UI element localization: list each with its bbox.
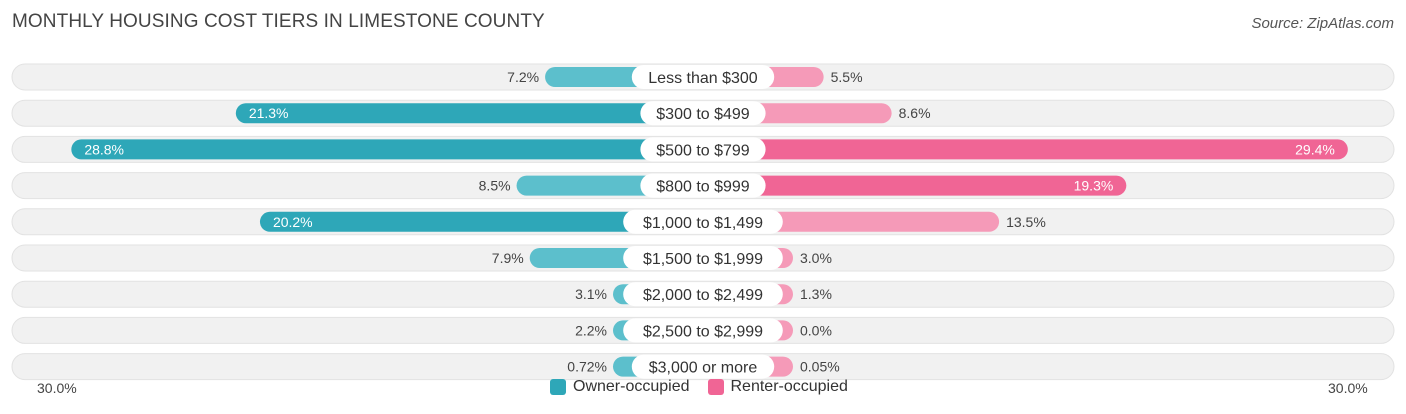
category-label: $1,500 to $1,999: [643, 251, 763, 268]
category-label: $800 to $999: [656, 179, 750, 196]
bar-owner: [259, 211, 703, 232]
category-label: $500 to $799: [656, 142, 750, 159]
legend-swatch-renter: [707, 379, 724, 395]
bar-renter: [703, 175, 1127, 196]
category-pill: [640, 101, 766, 126]
axis-label-right: 30.0%: [1328, 380, 1368, 396]
bar-owner: [235, 103, 703, 124]
category-pill: [631, 65, 775, 89]
legend-label-owner: Owner-occupied: [573, 378, 690, 395]
legend-item-renter: Renter-occupied: [707, 378, 848, 396]
category-label: $300 to $499: [656, 106, 750, 123]
value-label-renter: 1.3%: [800, 286, 832, 302]
bar-owner: [71, 139, 703, 160]
value-label-renter: 0.0%: [800, 322, 832, 338]
category-label: Less than $300: [648, 70, 758, 87]
value-label-owner: 2.2%: [575, 322, 607, 338]
value-label-renter: 0.05%: [800, 359, 840, 375]
value-label-owner: 0.72%: [567, 359, 607, 375]
category-pill: [631, 354, 775, 379]
value-label-owner: 8.5%: [479, 178, 511, 194]
legend-label-renter: Renter-occupied: [730, 378, 848, 395]
value-label-owner: 28.8%: [84, 141, 124, 157]
category-label: $2,000 to $2,499: [643, 287, 763, 304]
value-label-owner: 7.2%: [507, 69, 539, 85]
legend-item-owner: Owner-occupied: [550, 378, 690, 396]
legend-swatch-owner: [550, 379, 566, 395]
category-pill: [623, 246, 783, 270]
category-pill: [623, 318, 783, 343]
value-label-renter: 13.5%: [1006, 214, 1046, 230]
category-label: $2,500 to $2,999: [643, 323, 763, 340]
value-label-owner: 7.9%: [492, 250, 524, 266]
value-label-owner: 20.2%: [273, 214, 313, 230]
value-label-owner: 21.3%: [249, 105, 289, 121]
axis-label-left: 30.0%: [37, 380, 77, 396]
value-label-renter: 8.6%: [899, 105, 931, 121]
category-label: $3,000 or more: [649, 360, 758, 377]
category-pill: [640, 137, 766, 162]
value-label-renter: 19.3%: [1074, 178, 1114, 194]
value-label-renter: 3.0%: [800, 250, 832, 266]
value-label-renter: 29.4%: [1295, 141, 1335, 157]
category-pill: [623, 282, 783, 307]
chart-title: MONTHLY HOUSING COST TIERS IN LIMESTONE …: [12, 11, 545, 32]
value-label-renter: 5.5%: [831, 69, 863, 85]
category-label: $1,000 to $1,499: [643, 215, 763, 232]
category-pill: [640, 173, 766, 198]
legend: Owner-occupied Renter-occupied: [550, 378, 866, 396]
source-note: Source: ZipAtlas.com: [1251, 15, 1394, 32]
category-pill: [623, 209, 783, 234]
bar-renter: [703, 139, 1348, 160]
value-label-owner: 3.1%: [575, 286, 607, 302]
